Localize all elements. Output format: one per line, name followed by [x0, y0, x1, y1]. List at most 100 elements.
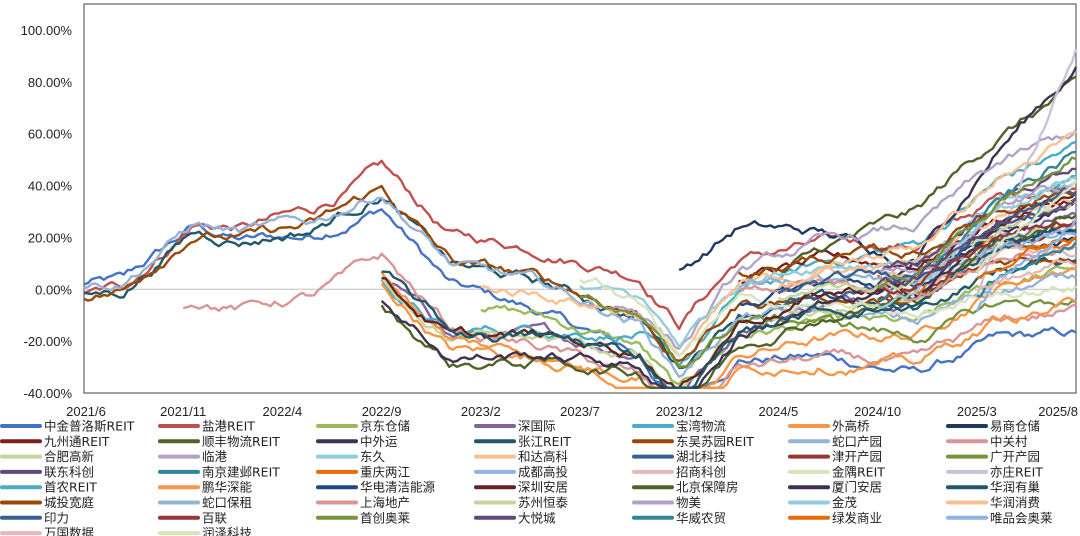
legend-label: 九州通REIT: [44, 434, 110, 449]
legend-item: 中关村: [946, 434, 1028, 449]
legend-label: 津开产园: [832, 449, 882, 464]
series-line: [480, 265, 1077, 386]
legend-item: 湖北科技: [632, 449, 727, 464]
x-tick-label: 2023/2: [461, 404, 501, 419]
series-line: [876, 179, 1077, 275]
legend-label: 北京保障房: [676, 480, 739, 495]
legend-label: 城投宽庭: [44, 495, 95, 510]
legend-label: 顺丰物流REIT: [202, 434, 280, 449]
legend-item: 华电清洁能源: [316, 480, 436, 495]
legend-item: 九州通REIT: [0, 434, 110, 449]
legend-label: 蛇口产园: [832, 434, 882, 449]
x-tick-label: 2024/10: [854, 404, 901, 419]
series-line: [877, 167, 1076, 274]
legend-item: 金隅REIT: [788, 464, 885, 479]
legend-item: 华润消费: [946, 495, 1040, 510]
y-tick-label: 40.00%: [28, 179, 73, 194]
series-line: [580, 293, 1077, 369]
x-tick-label: 2022/4: [263, 404, 303, 419]
legend-label: 印力: [44, 510, 69, 525]
legend-item: 易商仓储: [946, 419, 1040, 434]
x-tick-label: 2022/9: [362, 404, 402, 419]
y-tick-label: 0.00%: [35, 282, 72, 297]
y-tick-label: -20.00%: [24, 334, 73, 349]
legend-label: 外高桥: [832, 419, 870, 434]
legend-item: 重庆两江: [316, 464, 410, 479]
legend-label: 临港: [202, 449, 228, 464]
y-tick-label: 100.00%: [21, 23, 73, 38]
y-tick-label: 80.00%: [28, 75, 73, 90]
series-line: [777, 131, 1077, 290]
series-line: [380, 271, 1077, 389]
legend-item: 盐港REIT: [158, 419, 255, 434]
legend-label: 金茂: [832, 495, 858, 510]
legend-label: 联东科创: [44, 464, 94, 479]
series-line: [777, 187, 1077, 295]
legend-label: 招商科创: [676, 464, 726, 479]
legend-item: 招商科创: [632, 464, 726, 479]
legend-label: 中关村: [990, 434, 1028, 449]
legend-item: 华润有巢: [946, 480, 1041, 495]
series-line: [976, 241, 1077, 298]
legend-label: 东吴苏园REIT: [676, 434, 754, 449]
x-tick-label: 2021/11: [160, 404, 206, 419]
series-line: [737, 189, 1077, 280]
legend-item: 绿发商业: [788, 510, 882, 525]
legend-label: 南京建邺REIT: [202, 464, 280, 479]
legend-label: 张江REIT: [518, 434, 571, 449]
legend-label: 万国数据: [44, 526, 94, 536]
legend-label: 厦门安居: [832, 480, 882, 495]
x-tick-label: 2024/5: [759, 404, 799, 419]
series-line: [976, 236, 1077, 279]
legend-item: 百联: [158, 510, 228, 525]
legend-label: 物美: [676, 495, 701, 510]
series-line: [876, 197, 1077, 287]
legend-label: 宝湾物流: [676, 419, 727, 434]
legend-label: 易商仓储: [990, 419, 1040, 434]
legend-label: 深圳安居: [518, 480, 568, 495]
legend-item: 中金普洛斯REIT: [0, 419, 135, 434]
series-line: [83, 208, 1077, 389]
legend-label: 华润有巢: [990, 480, 1041, 495]
y-tick-label: 60.00%: [28, 127, 73, 142]
legend-label: 润泽科技: [202, 526, 253, 536]
x-tick-label: 2023/12: [656, 404, 703, 419]
legend-item: 外高桥: [788, 419, 870, 434]
legend-item: 厦门安居: [788, 480, 882, 495]
legend-item: 中外运: [316, 434, 398, 449]
legend-item: 万国数据: [0, 526, 94, 536]
x-tick-label: 2025/8: [1038, 404, 1078, 419]
x-axis-tick-labels: 2021/6 2021/11 2022/4 2022/9 2023/2 2023/7 202…: [66, 404, 1078, 419]
legend-item: 华威农贸: [632, 510, 726, 525]
legend-item: 苏州恒泰: [474, 495, 569, 510]
legend-item: 上海地产: [316, 495, 410, 510]
legend-label: 大悦城: [518, 510, 556, 525]
legend-label: 重庆两江: [360, 464, 410, 479]
legend-label: 华电清洁能源: [360, 480, 436, 495]
legend-label: 华威农贸: [676, 510, 726, 525]
series-line: [182, 252, 1077, 389]
legend-label: 华润消费: [990, 495, 1040, 510]
legend-label: 苏州恒泰: [518, 495, 569, 510]
legend-label: 金隅REIT: [832, 464, 885, 479]
series-line: [975, 179, 1078, 273]
legend-item: 东久: [316, 449, 386, 464]
legend-item: 东吴苏园REIT: [632, 434, 754, 449]
legend-item: 印力: [0, 510, 69, 525]
legend-item: 亦庄REIT: [946, 464, 1043, 479]
y-tick-label: 20.00%: [28, 230, 73, 245]
legend-item: 金茂: [788, 495, 858, 510]
legend-item: 广开产园: [946, 449, 1040, 464]
legend-label: 唯品会奥莱: [990, 510, 1053, 525]
legend-item: 津开产园: [788, 449, 882, 464]
x-tick-label: 2023/7: [560, 404, 600, 419]
legend-label: 盐港REIT: [202, 419, 255, 434]
series-line: [380, 266, 1077, 389]
legend-label: 合肥高新: [44, 449, 94, 464]
legend-item: 物美: [632, 495, 701, 510]
series-lines: [83, 48, 1078, 389]
legend-item: 大悦城: [474, 510, 556, 525]
legend: 中金普洛斯REIT 盐港REIT 京东仓储 深国际 宝湾物流 外高桥 易商仓储九州通REIT…: [0, 419, 1053, 536]
legend-item: 鹏华深能: [158, 480, 253, 495]
series-line: [877, 218, 1077, 295]
